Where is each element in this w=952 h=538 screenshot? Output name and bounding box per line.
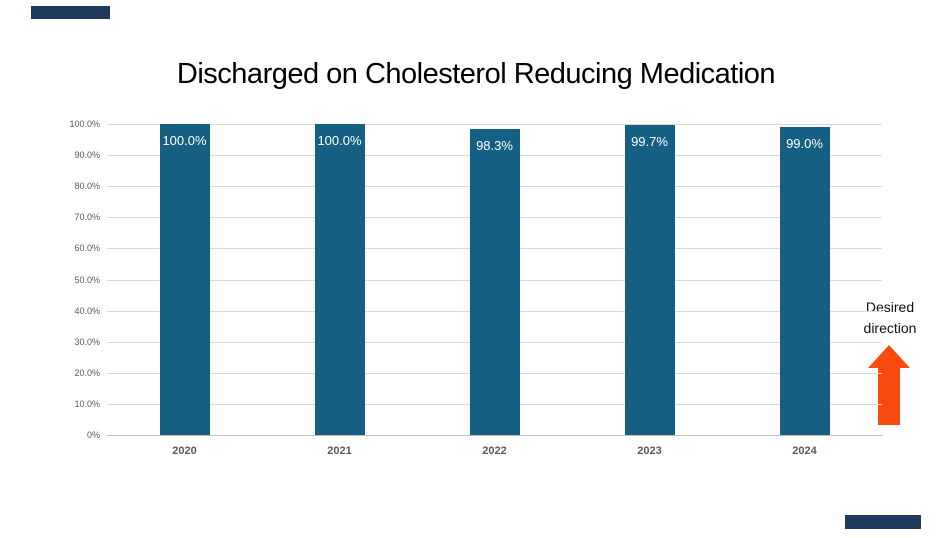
bar-2021 [314, 124, 365, 435]
bar-2020 [159, 124, 210, 435]
y-tick-label: 0% [86, 430, 100, 440]
y-tick-label: 50.0% [74, 274, 100, 285]
x-tick-label: 2024 [792, 445, 817, 457]
y-tick-label: 80.0% [74, 181, 100, 192]
x-tick-label: 2020 [172, 445, 197, 457]
bar-value-label: 100.0% [162, 133, 207, 148]
up-arrow-stem [877, 368, 900, 425]
bar-2024 [779, 127, 830, 435]
bar-value-label: 100.0% [317, 133, 362, 148]
up-arrow-head [867, 345, 910, 368]
x-tick-label: 2023 [637, 445, 662, 457]
gridline [107, 435, 882, 436]
y-tick-label: 40.0% [74, 305, 100, 316]
y-tick-label: 100.0% [69, 119, 100, 129]
bar-2023 [624, 124, 675, 435]
x-tick-label: 2021 [327, 445, 352, 457]
y-tick-label: 30.0% [74, 336, 100, 347]
y-tick-label: 60.0% [74, 243, 100, 254]
accent-bar-bottom-right [845, 515, 921, 529]
x-tick-label: 2022 [482, 445, 507, 457]
desired-direction-label: Desired direction [863, 299, 917, 336]
bar-value-label: 99.7% [631, 133, 668, 149]
y-tick-label: 90.0% [74, 150, 100, 161]
up-arrow-icon [867, 345, 910, 425]
chart-title: Discharged on Cholesterol Reducing Medic… [176, 58, 776, 90]
accent-bar-top-left [31, 6, 110, 19]
bar-value-label: 99.0% [786, 136, 823, 152]
y-tick-label: 20.0% [74, 367, 100, 378]
gridline [107, 124, 882, 125]
bar-2022 [469, 129, 520, 435]
bar-value-label: 98.3% [476, 138, 513, 154]
y-tick-label: 10.0% [74, 398, 100, 409]
y-tick-label: 70.0% [74, 212, 100, 223]
